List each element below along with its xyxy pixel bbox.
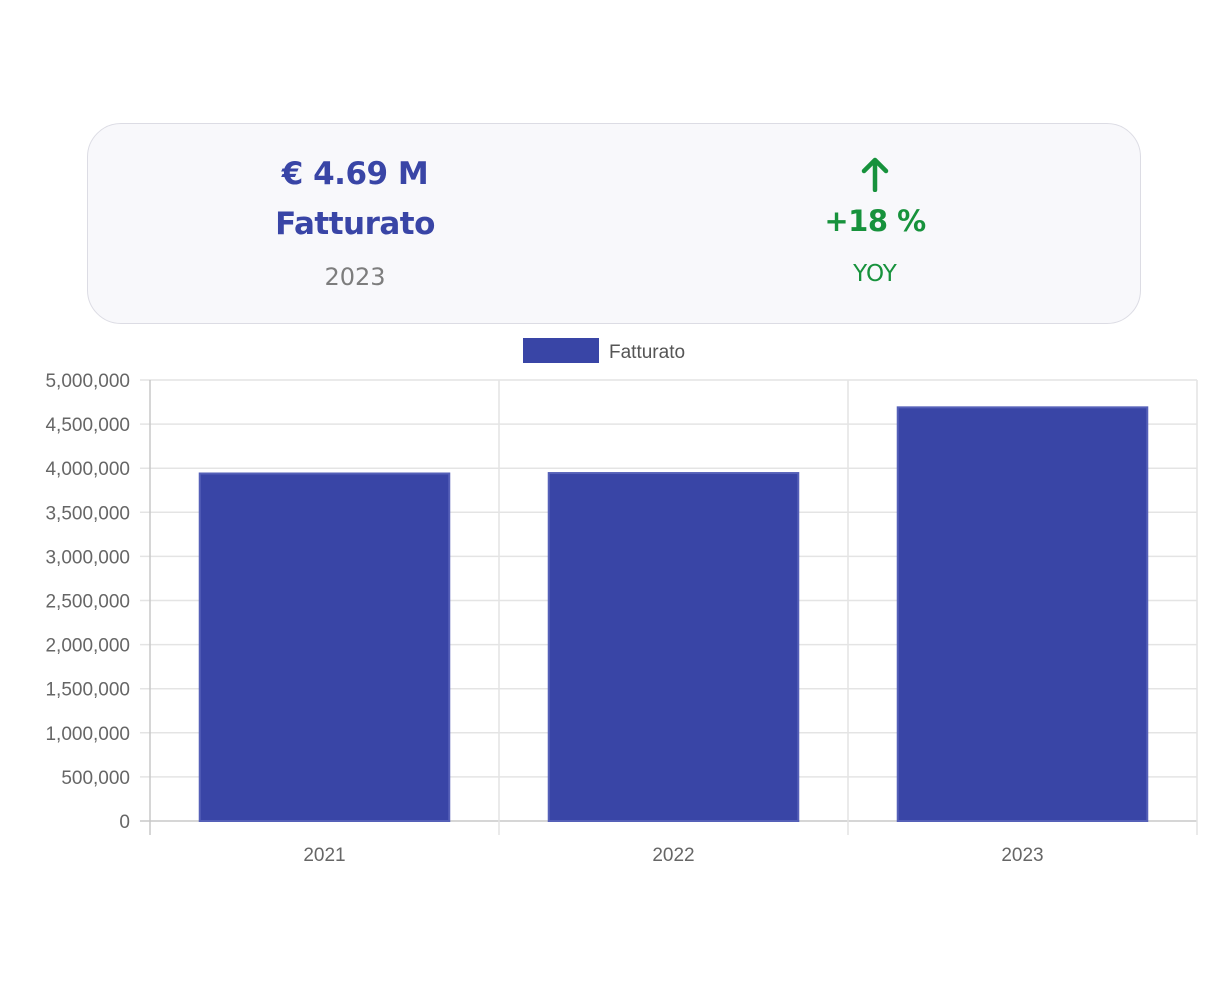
x-axis: 2021 2022 2023	[303, 845, 1043, 866]
revenue-bar-chart: Fatturato 0 500,000 1,000,000 1,500,000 2,00…	[45, 338, 1198, 866]
legend[interactable]: Fatturato	[523, 338, 685, 363]
y-tick-label: 500,000	[61, 768, 130, 789]
x-tick-label: 2023	[1001, 845, 1043, 866]
y-tick-label: 1,500,000	[45, 680, 130, 701]
kpi-card: € 4.69 M Fatturato 2023 +18 % YOY	[87, 123, 1141, 324]
arrow-up-icon	[861, 157, 889, 192]
y-tick-label: 3,000,000	[45, 547, 130, 568]
kpi-period: YOY	[853, 261, 897, 287]
y-tick-label: 1,000,000	[45, 724, 130, 745]
legend-swatch	[523, 338, 599, 363]
y-tick-label: 3,500,000	[45, 503, 130, 524]
bar-2021[interactable]	[198, 472, 451, 822]
kpi-label: Fatturato	[275, 206, 435, 242]
y-tick-label: 2,000,000	[45, 636, 130, 657]
kpi-value: € 4.69 M	[281, 156, 429, 192]
y-tick-label: 5,000,000	[45, 371, 130, 392]
bar-2023[interactable]	[896, 406, 1149, 822]
bar-2022[interactable]	[547, 472, 800, 822]
y-tick-label: 0	[119, 812, 130, 833]
x-tick-label: 2022	[652, 845, 694, 866]
y-tick-label: 4,000,000	[45, 459, 130, 480]
kpi-change: +18 %	[824, 204, 926, 238]
x-tick-label: 2021	[303, 845, 345, 866]
y-tick-label: 2,500,000	[45, 592, 130, 613]
kpi-year: 2023	[324, 263, 386, 291]
y-axis: 0 500,000 1,000,000 1,500,000 2,000,000 2,500…	[45, 371, 130, 833]
bars	[198, 406, 1149, 822]
y-tick-label: 4,500,000	[45, 415, 130, 436]
legend-label-fatturato: Fatturato	[609, 342, 685, 363]
